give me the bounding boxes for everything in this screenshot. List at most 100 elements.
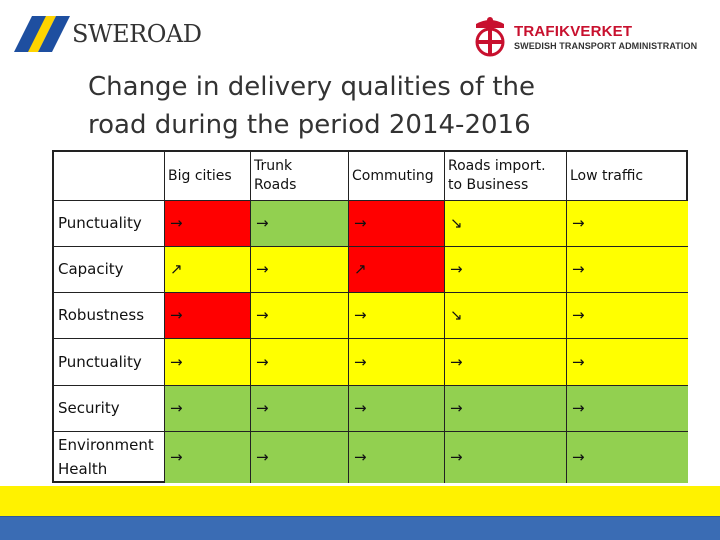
- trend-arrow-icon: →: [170, 448, 183, 466]
- trend-cell: →: [164, 200, 250, 246]
- trend-cell: ↗: [348, 246, 444, 292]
- trend-arrow-icon: →: [170, 399, 183, 417]
- trend-cell: →: [348, 338, 444, 385]
- trafikverket-logo: TRAFIKVERKET SWEDISH TRANSPORT ADMINISTR…: [470, 14, 710, 58]
- row-label: Punctuality: [54, 338, 164, 385]
- table-column-divider: [566, 152, 567, 483]
- slide-title: Change in delivery qualities of the road…: [88, 68, 648, 144]
- slide-title-line-1: Change in delivery qualities of the: [88, 72, 536, 102]
- trend-cell: →: [250, 292, 348, 338]
- trend-arrow-icon: →: [256, 214, 269, 232]
- row-label: Punctuality: [54, 200, 164, 246]
- trend-cell: →: [250, 338, 348, 385]
- row-label: Capacity: [54, 246, 164, 292]
- row-label-line-2: Health: [58, 460, 108, 478]
- column-header: Low traffic: [566, 152, 688, 200]
- trend-arrow-icon: →: [354, 352, 367, 371]
- delivery-qualities-table: Big cities Trunk Roads Commuting Roads impor…: [52, 150, 688, 483]
- column-header-line-1: Roads import.: [448, 158, 546, 174]
- table-corner-cell: [54, 152, 164, 200]
- table-column-divider: [164, 152, 165, 483]
- trend-cell: →: [566, 292, 688, 338]
- row-label-line-1: Robustness: [58, 306, 145, 324]
- trend-cell: →: [164, 292, 250, 338]
- trend-arrow-icon: →: [256, 306, 269, 324]
- table-row-divider: [54, 385, 688, 386]
- table-row-divider: [54, 292, 688, 293]
- row-label: Robustness: [54, 292, 164, 338]
- column-header-line-2: Roads: [254, 177, 297, 193]
- trend-cell: →: [164, 431, 250, 483]
- column-header-line-1: Low traffic: [570, 167, 644, 184]
- trend-arrow-icon: →: [256, 352, 269, 371]
- trend-cell: →: [250, 246, 348, 292]
- table-row-divider: [54, 338, 688, 339]
- column-header-line-2: to Business: [448, 177, 529, 193]
- trend-cell: →: [250, 385, 348, 431]
- trafikverket-crest-icon: [475, 17, 505, 57]
- trend-arrow-icon: →: [256, 448, 269, 466]
- trend-cell: →: [566, 200, 688, 246]
- column-header: Trunk Roads: [250, 152, 348, 200]
- sweroad-logo: SWEROAD: [12, 14, 202, 54]
- trend-arrow-icon: →: [354, 448, 367, 466]
- trend-cell: →: [348, 200, 444, 246]
- trend-cell: →: [250, 200, 348, 246]
- trend-cell: →: [566, 385, 688, 431]
- column-header-line-1: Commuting: [352, 167, 434, 184]
- trend-arrow-icon: →: [450, 260, 463, 278]
- trend-arrow-icon: →: [572, 214, 585, 232]
- trend-arrow-icon: →: [256, 260, 269, 278]
- row-label: Security: [54, 385, 164, 431]
- column-header-line-1: Trunk: [254, 158, 293, 174]
- trend-arrow-icon: →: [450, 352, 463, 371]
- trend-arrow-icon: ↗: [354, 260, 367, 278]
- trend-arrow-icon: ↘: [450, 306, 463, 324]
- trend-arrow-icon: →: [572, 399, 585, 417]
- table-column-divider: [348, 152, 349, 483]
- trend-arrow-icon: →: [354, 399, 367, 417]
- column-header: Big cities: [164, 152, 250, 200]
- table-column-divider: [444, 152, 445, 483]
- trend-arrow-icon: →: [170, 352, 183, 371]
- column-header: Commuting: [348, 152, 444, 200]
- trend-cell: →: [444, 431, 566, 483]
- trend-cell: →: [348, 431, 444, 483]
- row-label-line-1: Capacity: [58, 260, 124, 278]
- row-label-line-1: Security: [58, 399, 120, 417]
- trend-arrow-icon: →: [572, 448, 585, 466]
- trend-cell: →: [164, 385, 250, 431]
- trend-cell: ↗: [164, 246, 250, 292]
- footer-blue-bar: [0, 516, 720, 540]
- table-row-divider: [54, 431, 688, 432]
- slide-title-line-2: road during the period 2014-2016: [88, 110, 531, 140]
- row-label: Environment Health: [54, 431, 164, 483]
- trend-arrow-icon: →: [354, 306, 367, 324]
- trend-cell: →: [348, 385, 444, 431]
- column-header-line-1: Big cities: [168, 167, 232, 184]
- table-column-divider: [250, 152, 251, 483]
- trend-cell: →: [164, 338, 250, 385]
- column-header: Roads import. to Business: [444, 152, 566, 200]
- trend-arrow-icon: ↗: [170, 260, 183, 278]
- trend-cell: →: [566, 246, 688, 292]
- trend-cell: →: [444, 246, 566, 292]
- trend-arrow-icon: →: [256, 399, 269, 417]
- trend-arrow-icon: ↘: [450, 214, 463, 232]
- sweroad-stripes-icon: [14, 16, 70, 52]
- trend-cell: →: [250, 431, 348, 483]
- trend-arrow-icon: →: [170, 306, 183, 324]
- trend-arrow-icon: →: [572, 352, 585, 371]
- trend-cell: →: [348, 292, 444, 338]
- trend-cell: →: [444, 338, 566, 385]
- row-label-line-1: Environment: [58, 436, 154, 454]
- trend-cell: →: [444, 385, 566, 431]
- trafikverket-name: TRAFIKVERKET: [514, 23, 633, 40]
- trend-cell: →: [566, 431, 688, 483]
- trend-cell: →: [566, 338, 688, 385]
- row-label-line-1: Punctuality: [58, 214, 142, 232]
- trend-arrow-icon: →: [450, 448, 463, 466]
- row-label-line-1: Punctuality: [58, 352, 142, 371]
- table-row-divider: [54, 246, 688, 247]
- trend-cell: ↘: [444, 200, 566, 246]
